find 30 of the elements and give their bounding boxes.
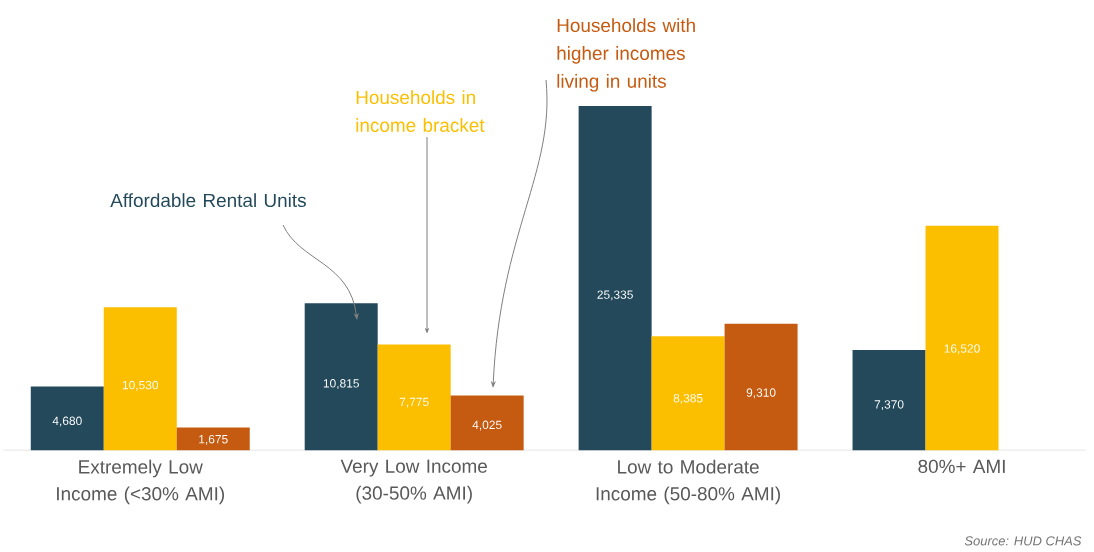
- bar: [651, 336, 725, 451]
- text: Households in income bracket: [356, 90, 485, 132]
- bar: [852, 350, 926, 451]
- x-tick-label: Very Low Income (30-50% AMI): [340, 459, 487, 504]
- bar: [450, 395, 524, 451]
- data-label: 9,310: [746, 388, 776, 399]
- bar: [724, 323, 798, 451]
- data-label: 8,385: [673, 393, 703, 404]
- bar: [30, 386, 104, 451]
- data-label: 25,335: [597, 290, 633, 301]
- data-label: 7,370: [874, 400, 904, 411]
- data-label: 4,025: [472, 420, 502, 431]
- text: Affordable Rental Units: [110, 193, 306, 208]
- bar: [103, 307, 177, 451]
- bar: [578, 106, 652, 451]
- data-label: 10,530: [122, 380, 159, 391]
- x-tick-label: Low to Moderate Income (50-80% AMI): [596, 459, 780, 505]
- data-label: 1,675: [199, 434, 228, 445]
- bar: [925, 225, 999, 451]
- bar: [377, 344, 451, 451]
- data-label: 16,520: [944, 344, 980, 355]
- x-tick-label: Extremely Low Income (<30% AMI): [57, 459, 224, 505]
- bar: [304, 303, 378, 451]
- data-label: 10,815: [323, 379, 359, 389]
- source-note: Source: HUD CHAS: [964, 536, 1082, 546]
- data-label: 7,775: [399, 397, 429, 408]
- data-label: 4,680: [52, 416, 82, 427]
- bar: [176, 427, 250, 451]
- x-tick-label: 80%+ AMI: [918, 459, 1005, 474]
- text: Households with higher incomes living in units: [557, 18, 695, 92]
